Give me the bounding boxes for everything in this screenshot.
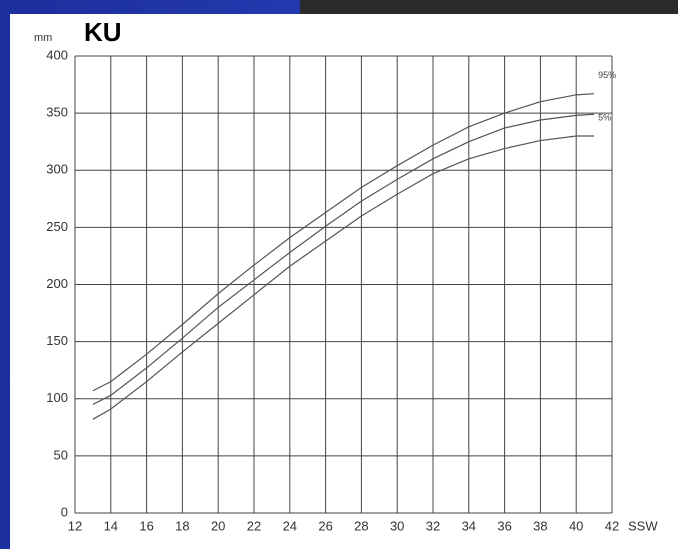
x-tick-label: 12 [68,518,82,533]
y-tick-label: 150 [46,333,68,348]
y-tick-label: 400 [46,47,68,62]
y-tick-label: 200 [46,276,68,291]
series-label: 95% [598,70,616,80]
y-tick-label: 350 [46,105,68,120]
x-tick-label: 16 [139,518,153,533]
x-tick-label: 40 [569,518,583,533]
x-tick-label: 22 [247,518,261,533]
x-tick-label: 20 [211,518,225,533]
x-tick-label: 24 [283,518,297,533]
x-tick-label: 26 [318,518,332,533]
x-tick-label: 30 [390,518,404,533]
x-tick-label: 28 [354,518,368,533]
x-tick-label: 14 [104,518,118,533]
y-tick-label: 100 [46,390,68,405]
chart: KU mm SSW 0 50 100 150 200 250 300 350 400 12 14 16… [0,0,678,549]
x-tick-label: 18 [175,518,189,533]
series-label: 5% [598,112,611,122]
chart-title: KU [84,17,122,47]
x-tick-label: 34 [462,518,476,533]
x-tick-label: 36 [497,518,511,533]
x-tick-label: 32 [426,518,440,533]
y-tick-label: 300 [46,162,68,177]
y-tick-label: 0 [61,504,68,519]
x-tick-label: 42 [605,518,619,533]
x-axis-label: SSW [628,518,658,533]
y-tick-label: 50 [54,447,68,462]
x-tick-label: 38 [533,518,547,533]
y-tick-label: 250 [46,219,68,234]
page: {"chart_data": {"type": "line", "title":… [0,0,678,549]
y-axis-label: mm [34,32,52,44]
